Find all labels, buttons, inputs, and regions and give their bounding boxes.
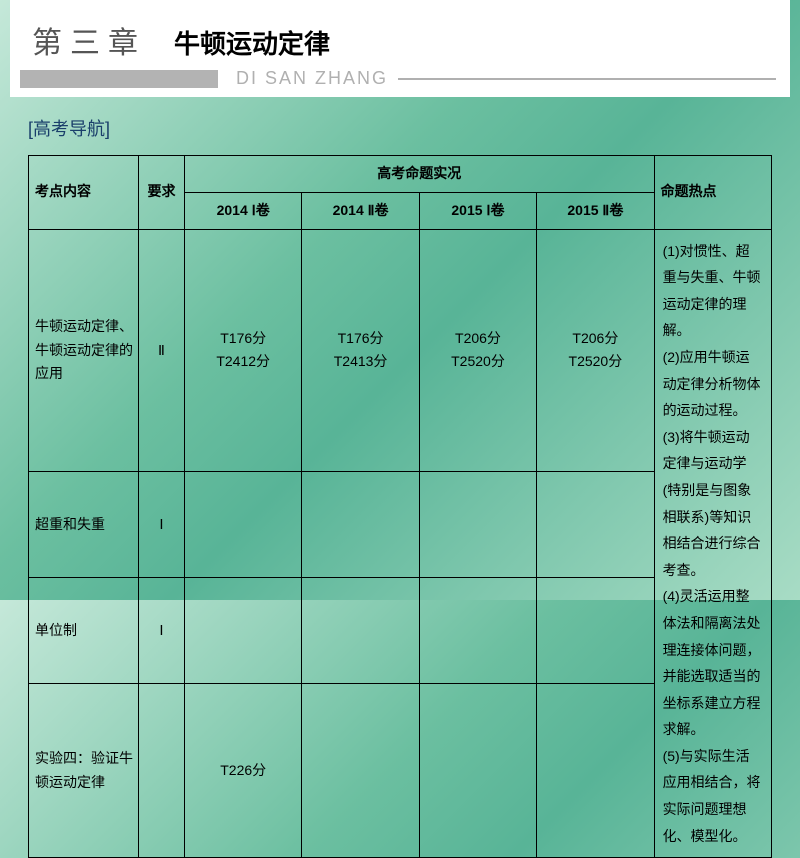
- cell-hot-points: (1)对惯性、超重与失重、牛顿运动定律的理解。(2)应用牛顿运动定律分析物体的运…: [654, 229, 771, 858]
- cell-data: [302, 578, 419, 684]
- cell-topic: 牛顿运动定律、牛顿运动定律的应用: [29, 229, 139, 472]
- cell-data: T226分: [185, 683, 302, 857]
- cell-req: Ⅱ: [139, 229, 185, 472]
- cell-data: [185, 578, 302, 684]
- th-year-1: 2014 Ⅱ卷: [302, 192, 419, 229]
- cell-data: [537, 578, 654, 684]
- exam-table: 考点内容 要求 高考命题实况 命题热点 2014 Ⅰ卷 2014 Ⅱ卷 2015…: [28, 155, 772, 858]
- cell-data: [537, 683, 654, 857]
- cell-data: [302, 683, 419, 857]
- cell-req: Ⅰ: [139, 578, 185, 684]
- th-req: 要求: [139, 156, 185, 230]
- chapter-header: 第三章 牛顿运动定律 DI SAN ZHANG: [10, 0, 790, 97]
- cell-data: [185, 472, 302, 578]
- exam-table-wrap: 考点内容 要求 高考命题实况 命题热点 2014 Ⅰ卷 2014 Ⅱ卷 2015…: [28, 155, 772, 858]
- cell-data: [419, 578, 536, 684]
- chapter-pinyin: DI SAN ZHANG: [236, 68, 388, 89]
- th-year-3: 2015 Ⅱ卷: [537, 192, 654, 229]
- section-label: [高考导航]: [28, 115, 800, 141]
- cell-req: Ⅰ: [139, 472, 185, 578]
- pinyin-row: DI SAN ZHANG: [10, 68, 790, 89]
- table-row: 牛顿运动定律、牛顿运动定律的应用 Ⅱ T176分T2412分 T176分T241…: [29, 229, 772, 472]
- cell-data: [419, 683, 536, 857]
- cell-data: T176分T2413分: [302, 229, 419, 472]
- th-topic: 考点内容: [29, 156, 139, 230]
- th-year-2: 2015 Ⅰ卷: [419, 192, 536, 229]
- cell-topic: 实验四：验证牛顿运动定律: [29, 683, 139, 857]
- th-exam-group: 高考命题实况: [185, 156, 655, 193]
- table-header-row-1: 考点内容 要求 高考命题实况 命题热点: [29, 156, 772, 193]
- cell-topic: 超重和失重: [29, 472, 139, 578]
- divider-line: [398, 78, 776, 80]
- gray-bar: [20, 70, 218, 88]
- th-year-0: 2014 Ⅰ卷: [185, 192, 302, 229]
- chapter-row: 第三章 牛顿运动定律: [10, 18, 790, 62]
- cell-data: T206分T2520分: [419, 229, 536, 472]
- cell-data: T176分T2412分: [185, 229, 302, 472]
- chapter-number: 第三章: [32, 18, 146, 62]
- cell-topic: 单位制: [29, 578, 139, 684]
- cell-data: [302, 472, 419, 578]
- chapter-title: 牛顿运动定律: [174, 24, 330, 61]
- cell-req: [139, 683, 185, 857]
- cell-data: T206分T2520分: [537, 229, 654, 472]
- cell-data: [537, 472, 654, 578]
- th-hot: 命题热点: [654, 156, 771, 230]
- cell-data: [419, 472, 536, 578]
